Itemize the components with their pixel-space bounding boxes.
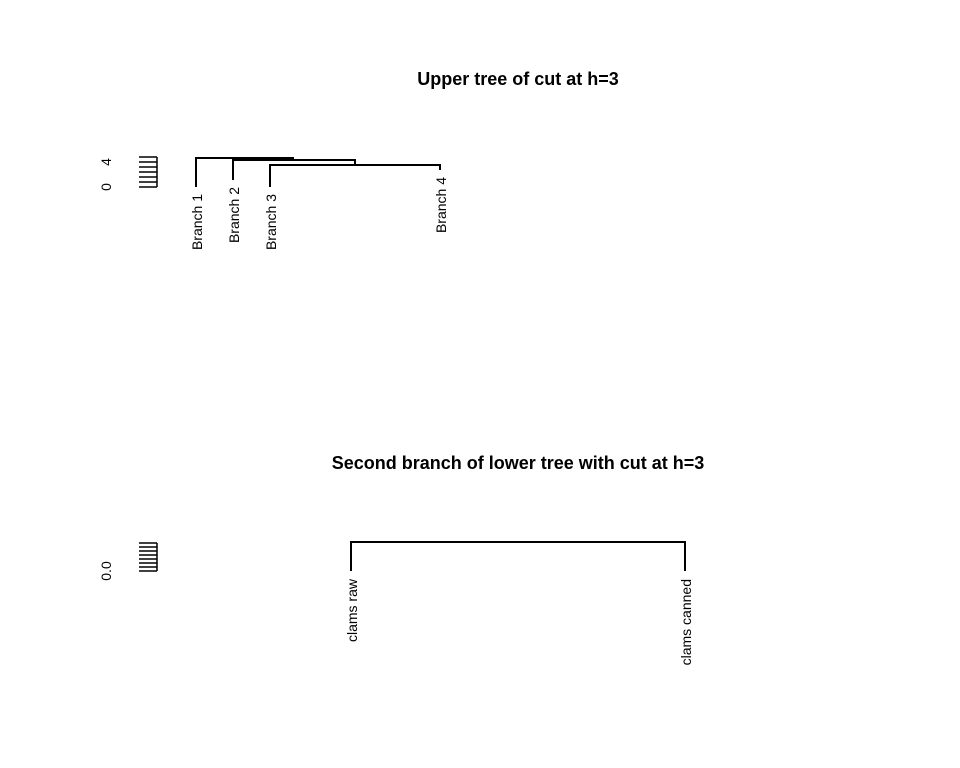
merge-branch3-branch4 <box>269 164 441 187</box>
leaf-label-clams-raw: clams raw <box>344 578 360 642</box>
merge-branch1 <box>195 157 294 187</box>
upper-y-tick-label-4: 4 <box>98 158 114 166</box>
lower-tree-y-axis: 0.0 <box>98 542 158 581</box>
leaf-label-branch-2: Branch 2 <box>226 187 242 243</box>
upper-tree-title: Upper tree of cut at h=3 <box>417 69 619 89</box>
lower-tree-title: Second branch of lower tree with cut at … <box>332 453 705 473</box>
upper-tree-y-axis: 0 4 <box>98 156 158 191</box>
lower-tree-branches <box>350 541 686 571</box>
leaf-label-branch-3: Branch 3 <box>263 194 279 250</box>
leaf-label-clams-canned: clams canned <box>678 579 694 665</box>
upper-tree-leaf-labels: Branch 1 Branch 2 Branch 3 Branch 4 <box>189 177 449 250</box>
upper-tree-branches <box>195 157 441 187</box>
lower-tree-leaf-labels: clams raw clams canned <box>344 578 694 665</box>
leaf-label-branch-1: Branch 1 <box>189 194 205 250</box>
merge-clams-raw-clams-canned <box>350 541 686 571</box>
upper-y-tick-label-0: 0 <box>98 183 114 191</box>
lower-y-tick-label-0: 0.0 <box>98 561 114 581</box>
upper-tree-panel: Upper tree of cut at h=3 0 4 Branch 1 Br… <box>98 69 619 250</box>
leaf-label-branch-4: Branch 4 <box>433 177 449 233</box>
lower-tree-panel: Second branch of lower tree with cut at … <box>98 453 704 665</box>
merge-branch2-branch3 <box>232 159 356 180</box>
